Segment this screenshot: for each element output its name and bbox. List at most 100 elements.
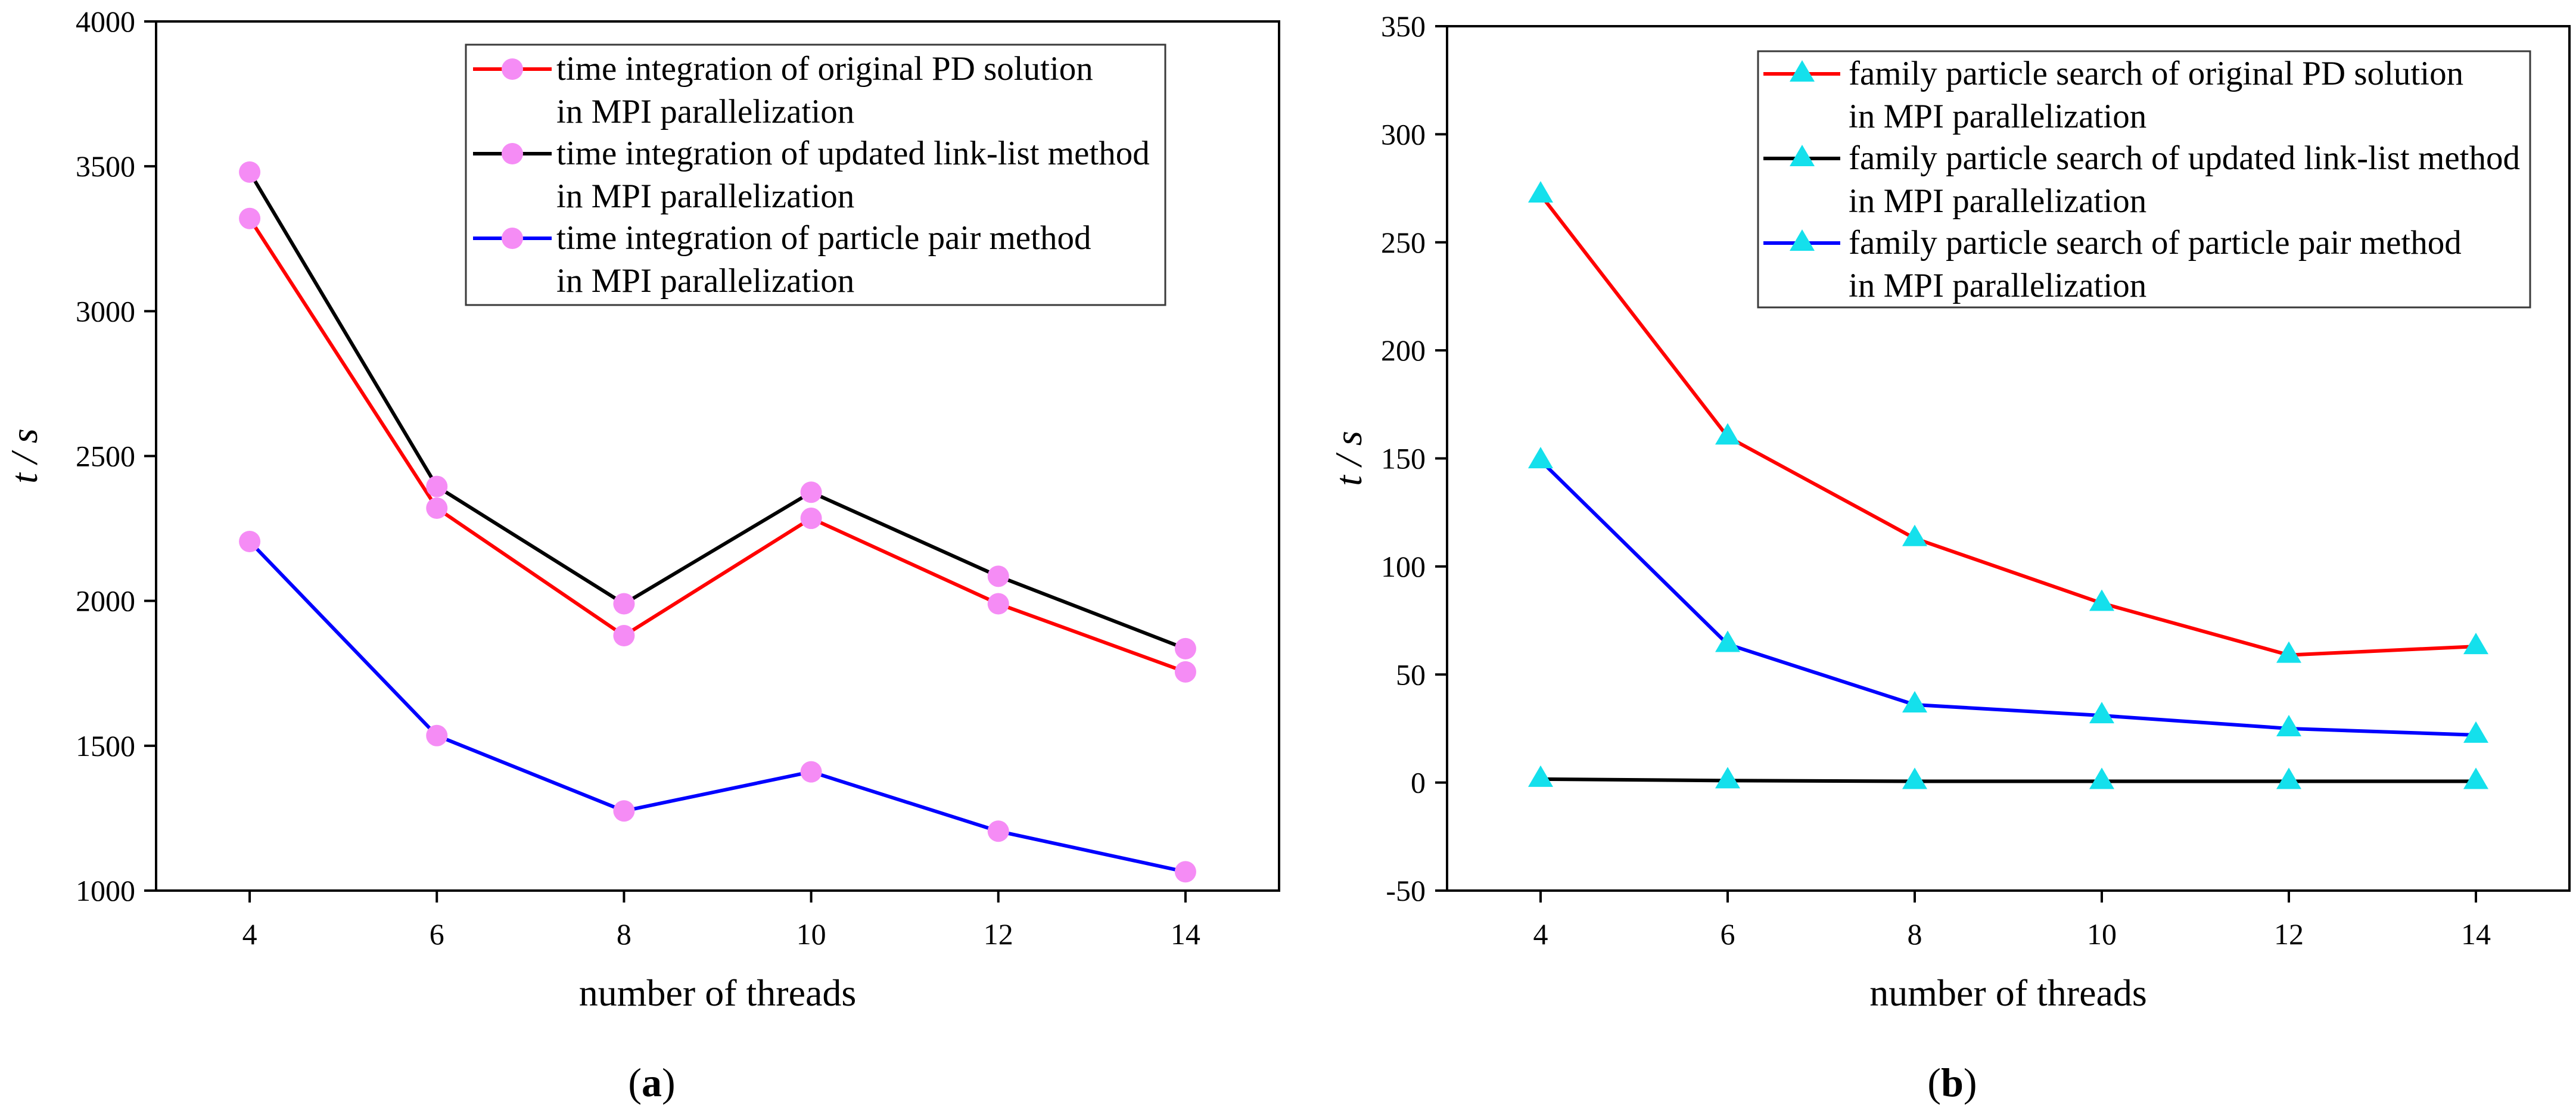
x-tick-label: 14: [1171, 917, 1200, 951]
data-point: [426, 497, 448, 519]
data-point: [239, 207, 261, 229]
y-tick-label: 1500: [76, 729, 135, 763]
legend-label: time integration of original PD solution: [556, 50, 1093, 88]
x-axis: 4 6 8 10 12 14: [1533, 891, 2491, 951]
y-tick-label: 200: [1381, 334, 1426, 367]
legend-marker: [1790, 145, 1815, 166]
data-point: [2089, 702, 2114, 724]
y-axis: -50 0 50 100 150 200 250 300 350: [1381, 10, 1447, 907]
x-tick-label: 8: [617, 917, 631, 951]
data-point: [426, 724, 448, 746]
data-point: [800, 761, 822, 783]
panel-caption: (b): [1927, 1060, 1977, 1105]
y-tick-label: 150: [1381, 442, 1426, 475]
legend-marker: [502, 143, 523, 164]
legend-entry: family particle search of original PD so…: [1763, 55, 2463, 135]
legend-label: time integration of updated link-list me…: [556, 135, 1150, 172]
data-point: [800, 508, 822, 530]
legend-marker: [502, 228, 523, 249]
y-tick-label: 100: [1381, 550, 1426, 583]
data-point: [1902, 524, 1927, 546]
data-point: [1174, 861, 1196, 883]
series-line: [1539, 192, 2478, 657]
caption-prefix: (: [1927, 1060, 1941, 1105]
panel-caption: (a): [628, 1060, 675, 1105]
legend-label: in MPI parallelization: [556, 262, 854, 300]
data-point: [800, 481, 822, 503]
legend-label: in MPI parallelization: [556, 93, 854, 130]
series-line: [248, 216, 1187, 674]
x-tick-label: 4: [1533, 917, 1548, 951]
y-tick-label: 350: [1381, 10, 1426, 43]
data-point: [2463, 633, 2488, 655]
legend-marker: [1790, 60, 1815, 82]
legend-entry: time integration of original PD solution…: [473, 50, 1093, 130]
y-tick-label: 0: [1411, 766, 1426, 799]
data-point: [2276, 767, 2301, 789]
data-point: [1174, 637, 1196, 659]
data-point: [1528, 447, 1553, 469]
y-tick-label: 1000: [76, 874, 135, 907]
legend-label: family particle search of original PD so…: [1849, 55, 2463, 92]
data-point: [1528, 765, 1553, 787]
y-tick-label: 4000: [76, 5, 135, 38]
data-point: [2276, 714, 2301, 736]
data-point: [987, 565, 1009, 587]
data-point: [613, 800, 635, 822]
caption-prefix: (: [628, 1060, 642, 1105]
legend-entry: time integration of updated link-list me…: [473, 135, 1150, 215]
data-point: [239, 530, 261, 552]
y-axis: 1000 1500 2000 2500 3000 3500 4000: [76, 5, 156, 907]
y-tick-label: 3500: [76, 150, 135, 183]
x-tick-label: 12: [2274, 917, 2304, 951]
y-tick-label: -50: [1386, 874, 1426, 907]
data-point: [613, 625, 635, 647]
y-tick-label: 250: [1381, 226, 1426, 259]
data-point: [1174, 661, 1196, 683]
x-tick-label: 10: [797, 917, 826, 951]
x-tick-label: 14: [2461, 917, 2491, 951]
data-point: [1902, 767, 1927, 789]
data-point: [2463, 767, 2488, 789]
series-group: [1528, 181, 2488, 789]
legend-label: in MPI parallelization: [1849, 267, 2146, 304]
x-axis-title: number of threads: [1869, 972, 2147, 1014]
legend-label: family particle search of particle pair …: [1849, 224, 2462, 262]
x-tick-label: 10: [2087, 917, 2117, 951]
y-tick-label: 50: [1396, 658, 1426, 691]
x-axis: 4 6 8 10 12 14: [242, 891, 1200, 951]
caption-label: b: [1941, 1060, 1964, 1105]
data-point: [613, 593, 635, 615]
data-point: [1902, 691, 1927, 713]
data-point: [987, 820, 1009, 842]
chart-panel-a: 4 6 8 10 12 14 1000 1500 2000 2500 3000 3500 4000 tim…: [3, 5, 1280, 1105]
data-point: [2276, 641, 2301, 663]
data-point: [1715, 767, 1740, 789]
legend-label: family particle search of updated link-l…: [1849, 139, 2520, 177]
data-point: [1715, 630, 1740, 652]
legend: family particle search of original PD so…: [1757, 50, 2531, 309]
x-tick-label: 8: [1908, 917, 1922, 951]
caption-label: a: [642, 1060, 662, 1105]
series-group: [239, 161, 1196, 883]
legend-label: in MPI parallelization: [1849, 182, 2146, 220]
y-tick-label: 2500: [76, 440, 135, 473]
legend-entry: family particle search of particle pair …: [1763, 224, 2462, 304]
legend-label: in MPI parallelization: [556, 178, 854, 215]
data-point: [1528, 181, 1553, 203]
legend: time integration of original PD solution…: [465, 43, 1166, 306]
series-line: [1539, 459, 2478, 737]
data-point: [2089, 767, 2114, 789]
legend-label: time integration of particle pair method: [556, 219, 1091, 257]
x-tick-label: 4: [242, 917, 257, 951]
data-point: [2089, 589, 2114, 611]
y-axis-title: t / s: [1327, 431, 1370, 486]
data-point: [426, 475, 448, 497]
legend-label: in MPI parallelization: [1849, 98, 2146, 135]
legend-box: [1757, 50, 2531, 309]
x-tick-label: 6: [430, 917, 444, 951]
data-point: [987, 593, 1009, 615]
legend-marker: [1790, 229, 1815, 251]
legend-box: [465, 43, 1166, 306]
